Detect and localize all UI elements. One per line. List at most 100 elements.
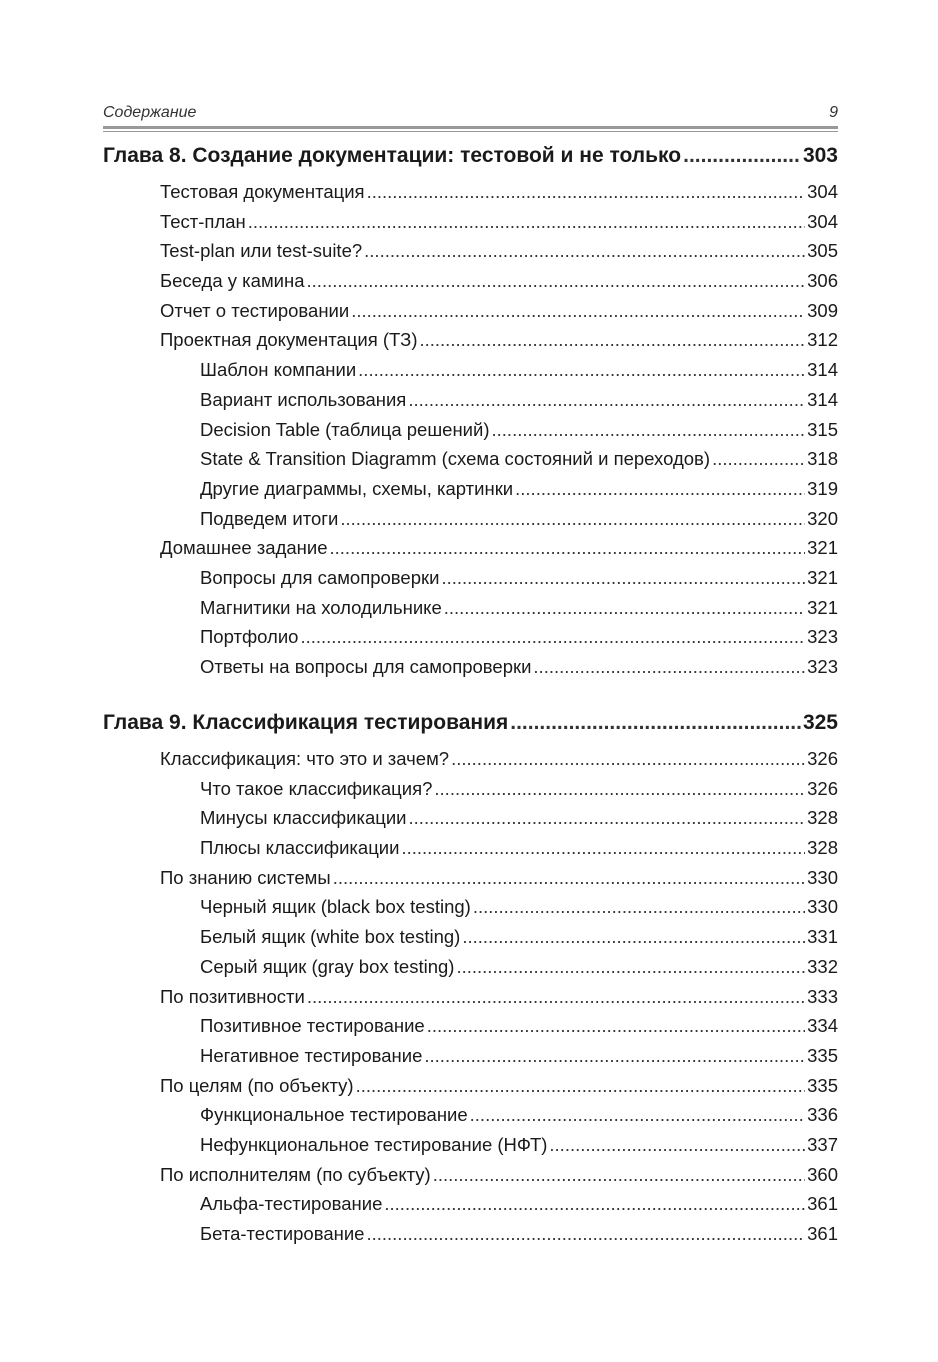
toc-entry: Серый ящик (gray box testing) 332: [103, 956, 838, 986]
entry-title: Позитивное тестирование: [200, 1015, 425, 1037]
entry-page-number: 326: [807, 748, 838, 769]
page-number: 9: [829, 104, 838, 121]
entry-title: Тест-план: [160, 210, 246, 232]
entry-page-number: 323: [807, 656, 838, 677]
entry-page-number: 321: [807, 566, 838, 588]
dot-leader: [441, 567, 805, 589]
toc-entry: Отчет о тестировании 309: [103, 300, 838, 330]
entry-title: Вариант использования: [200, 388, 407, 410]
entry-title: Test-plan или test-suite?: [160, 240, 363, 262]
dot-leader: [419, 329, 805, 351]
entry-page-number: 326: [807, 777, 838, 799]
chapter-heading: Глава 9. Классификация тестирования 325: [103, 711, 838, 748]
entry-page-number: 320: [807, 507, 838, 529]
dot-leader: [356, 1075, 806, 1097]
entry-page-number: 332: [807, 955, 838, 977]
dot-leader: [364, 240, 805, 262]
entry-title: Нефункциональное тестирование (НФТ): [200, 1133, 548, 1155]
entry-title: Функциональное тестирование: [200, 1104, 468, 1126]
toc-entry: Позитивное тестирование 334: [103, 1015, 838, 1045]
dot-leader: [333, 867, 805, 889]
toc-entry: По знанию системы 330: [103, 867, 838, 897]
toc-entry: Домашнее задание 321: [103, 537, 838, 567]
entry-page-number: 335: [807, 1074, 838, 1096]
toc-entry: Бета-тестирование 361: [103, 1223, 838, 1253]
toc-entry: Вопросы для самопроверки 321: [103, 567, 838, 597]
entry-title: State & Transition Diagramm (схема состо…: [200, 448, 711, 470]
entry-page-number: 328: [807, 837, 838, 859]
entry-title: Магнитики на холодильнике: [200, 596, 442, 618]
entry-title: Глава 8. Создание документации: тестовой…: [103, 144, 682, 167]
toc-entry: По позитивности 333: [103, 986, 838, 1016]
entry-title: По целям (по объекту): [160, 1074, 354, 1096]
toc-chapter-8: Глава 8. Создание документации: тестовой…: [103, 144, 838, 686]
entry-title: Черный ящик (black box testing): [200, 896, 471, 918]
toc-entry: Другие диаграммы, схемы, картинки 319: [103, 478, 838, 508]
dot-leader: [712, 448, 805, 470]
entry-title: Ответы на вопросы для самопроверки: [200, 656, 532, 677]
entry-title: Что такое классификация?: [200, 777, 433, 799]
toc-entry: Test-plan или test-suite? 305: [103, 240, 838, 270]
header-title: Содержание: [103, 104, 197, 121]
entry-title: Другие диаграммы, схемы, картинки: [200, 477, 514, 499]
entry-page-number: 305: [807, 240, 838, 262]
dot-leader: [408, 389, 805, 411]
entry-page-number: 331: [807, 926, 838, 948]
toc-entry: Черный ящик (black box testing) 330: [103, 896, 838, 926]
dot-leader: [330, 537, 806, 559]
dot-leader: [307, 986, 805, 1008]
chapter-heading: Глава 8. Создание документации: тестовой…: [103, 144, 838, 181]
entry-title: По исполнителям (по субъекту): [160, 1163, 431, 1185]
entry-title: Шаблон компании: [200, 359, 357, 381]
dot-leader: [424, 1045, 805, 1067]
dot-leader: [248, 211, 805, 233]
dot-leader: [307, 270, 806, 292]
dot-leader: [340, 508, 805, 530]
entry-page-number: 335: [807, 1044, 838, 1066]
dot-leader: [510, 711, 801, 735]
entry-title: Белый ящик (white box testing): [200, 926, 461, 948]
dot-leader: [683, 144, 801, 168]
entry-title: По знанию системы: [160, 866, 331, 888]
dot-leader: [444, 597, 805, 619]
entry-page-number: 304: [807, 210, 838, 232]
entry-page-number: 315: [807, 418, 838, 440]
entry-page-number: 330: [807, 866, 838, 888]
entry-page-number: 314: [807, 359, 838, 381]
toc-chapter-9: Глава 9. Классификация тестирования 325 Кл…: [103, 711, 838, 1253]
entry-page-number: 314: [807, 388, 838, 410]
entry-page-number: 303: [802, 144, 838, 167]
entry-title: По позитивности: [160, 985, 305, 1007]
entry-title: Бета-тестирование: [200, 1223, 365, 1244]
dot-leader: [433, 1164, 805, 1186]
toc-entry: Decision Table (таблица решений) 315: [103, 419, 838, 449]
entry-page-number: 360: [807, 1163, 838, 1185]
dot-leader: [358, 359, 805, 381]
entry-page-number: 321: [807, 596, 838, 618]
entry-title: Альфа-тестирование: [200, 1193, 383, 1215]
dot-leader: [533, 656, 805, 678]
toc-entry: По исполнителям (по субъекту) 360: [103, 1164, 838, 1194]
toc-entry: Негативное тестирование 335: [103, 1045, 838, 1075]
entry-page-number: 361: [807, 1223, 838, 1244]
entry-page-number: 325: [802, 711, 838, 734]
entry-title: Минусы классификации: [200, 807, 407, 829]
entry-page-number: 306: [807, 270, 838, 292]
toc-entry: Плюсы классификации 328: [103, 837, 838, 867]
toc-entry: Нефункциональное тестирование (НФТ) 337: [103, 1134, 838, 1164]
dot-leader: [351, 300, 805, 322]
dot-leader: [366, 1223, 805, 1245]
entry-title: Тестовая документация: [160, 181, 365, 202]
entry-page-number: 336: [807, 1104, 838, 1126]
toc-entry: Функциональное тестирование 336: [103, 1104, 838, 1134]
header-rule: [103, 126, 838, 129]
toc-entry: Магнитики на холодильнике 321: [103, 597, 838, 627]
dot-leader: [409, 807, 806, 829]
toc-entry: Тестовая документация 304: [103, 181, 838, 211]
entry-page-number: 334: [807, 1015, 838, 1037]
entry-page-number: 330: [807, 896, 838, 918]
entry-page-number: 309: [807, 299, 838, 321]
entry-page-number: 328: [807, 807, 838, 829]
entry-page-number: 337: [807, 1133, 838, 1155]
